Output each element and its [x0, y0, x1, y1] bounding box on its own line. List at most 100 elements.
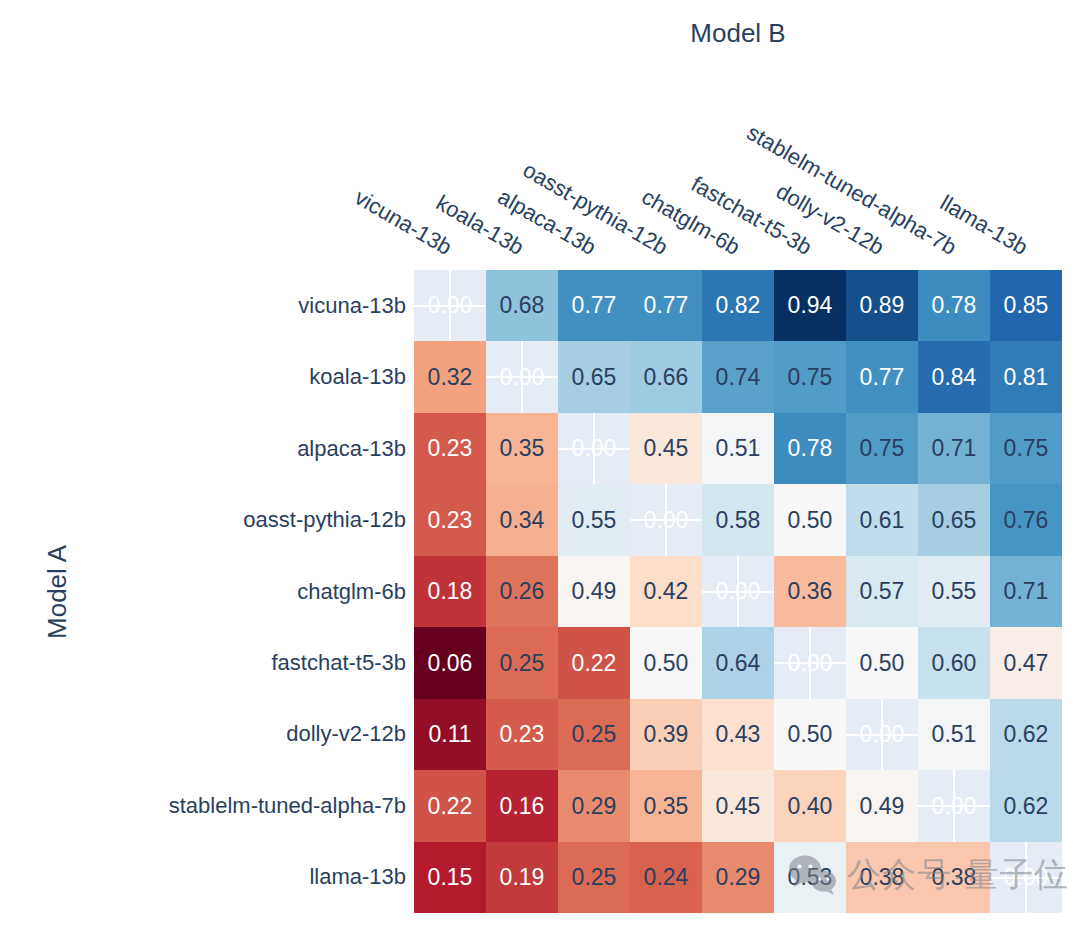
heatmap-grid: 0.000.680.770.770.820.940.890.780.850.32… — [414, 270, 1062, 913]
cell-value: 0.68 — [500, 294, 545, 317]
cell-koala-13b-vs-oasst-pythia-12b: 0.66 — [630, 341, 702, 413]
cell-stablelm-tuned-alpha-7b-vs-oasst-pythia-12b: 0.35 — [630, 770, 702, 842]
cell-alpaca-13b-vs-chatglm-6b: 0.51 — [702, 413, 774, 484]
cell-value: 0.94 — [788, 294, 833, 317]
cell-value: 0.23 — [500, 723, 545, 746]
cell-value: 0.77 — [644, 294, 689, 317]
row-label-koala-13b: koala-13b — [0, 365, 406, 389]
x-axis-title: Model B — [414, 18, 1062, 49]
cell-stablelm-tuned-alpha-7b-vs-chatglm-6b: 0.45 — [702, 770, 774, 842]
cell-value: 0.34 — [500, 509, 545, 532]
cell-value: 0.40 — [788, 795, 833, 818]
cell-alpaca-13b-vs-oasst-pythia-12b: 0.45 — [630, 413, 702, 484]
cell-fastchat-t5-3b-vs-chatglm-6b: 0.64 — [702, 627, 774, 699]
cell-vicuna-13b-vs-vicuna-13b: 0.00 — [414, 270, 486, 341]
cell-value: 0.00 — [932, 795, 977, 818]
cell-dolly-v2-12b-vs-koala-13b: 0.23 — [486, 699, 558, 770]
cell-stablelm-tuned-alpha-7b-vs-alpaca-13b: 0.29 — [558, 770, 630, 842]
cell-value: 0.75 — [1004, 437, 1049, 460]
row-label-stablelm-tuned-alpha-7b: stablelm-tuned-alpha-7b — [0, 794, 406, 818]
cell-value: 0.82 — [716, 294, 761, 317]
cell-oasst-pythia-12b-vs-llama-13b: 0.76 — [990, 484, 1062, 556]
cell-dolly-v2-12b-vs-fastchat-t5-3b: 0.50 — [774, 699, 846, 770]
cell-chatglm-6b-vs-chatglm-6b: 0.00 — [702, 556, 774, 627]
cell-chatglm-6b-vs-llama-13b: 0.71 — [990, 556, 1062, 627]
cell-chatglm-6b-vs-dolly-v2-12b: 0.57 — [846, 556, 918, 627]
watermark-text: 公众号·量子位 — [847, 852, 1069, 898]
cell-dolly-v2-12b-vs-oasst-pythia-12b: 0.39 — [630, 699, 702, 770]
cell-value: 0.49 — [572, 580, 617, 603]
cell-value: 0.29 — [716, 866, 761, 889]
cell-stablelm-tuned-alpha-7b-vs-fastchat-t5-3b: 0.40 — [774, 770, 846, 842]
cell-value: 0.81 — [1004, 366, 1049, 389]
cell-value: 0.00 — [428, 294, 473, 317]
cell-value: 0.75 — [788, 366, 833, 389]
cell-value: 0.57 — [860, 580, 905, 603]
cell-value: 0.15 — [428, 866, 473, 889]
cell-value: 0.50 — [644, 652, 689, 675]
cell-oasst-pythia-12b-vs-koala-13b: 0.34 — [486, 484, 558, 556]
cell-value: 0.66 — [644, 366, 689, 389]
cell-fastchat-t5-3b-vs-oasst-pythia-12b: 0.50 — [630, 627, 702, 699]
cell-alpaca-13b-vs-alpaca-13b: 0.00 — [558, 413, 630, 484]
cell-stablelm-tuned-alpha-7b-vs-stablelm-tuned-alpha-7b: 0.00 — [918, 770, 990, 842]
cell-stablelm-tuned-alpha-7b-vs-koala-13b: 0.16 — [486, 770, 558, 842]
cell-value: 0.51 — [716, 437, 761, 460]
cell-alpaca-13b-vs-vicuna-13b: 0.23 — [414, 413, 486, 484]
cell-koala-13b-vs-dolly-v2-12b: 0.77 — [846, 341, 918, 413]
cell-value: 0.00 — [644, 509, 689, 532]
cell-koala-13b-vs-alpaca-13b: 0.65 — [558, 341, 630, 413]
cell-value: 0.76 — [1004, 509, 1049, 532]
cell-value: 0.71 — [932, 437, 977, 460]
cell-llama-13b-vs-koala-13b: 0.19 — [486, 842, 558, 913]
cell-fastchat-t5-3b-vs-stablelm-tuned-alpha-7b: 0.60 — [918, 627, 990, 699]
cell-value: 0.89 — [860, 294, 905, 317]
cell-value: 0.51 — [932, 723, 977, 746]
cell-value: 0.84 — [932, 366, 977, 389]
row-label-vicuna-13b: vicuna-13b — [0, 294, 406, 318]
cell-oasst-pythia-12b-vs-alpaca-13b: 0.55 — [558, 484, 630, 556]
cell-oasst-pythia-12b-vs-dolly-v2-12b: 0.61 — [846, 484, 918, 556]
cell-dolly-v2-12b-vs-llama-13b: 0.62 — [990, 699, 1062, 770]
cell-value: 0.50 — [788, 509, 833, 532]
cell-value: 0.24 — [644, 866, 689, 889]
cell-value: 0.62 — [1004, 795, 1049, 818]
cell-chatglm-6b-vs-alpaca-13b: 0.49 — [558, 556, 630, 627]
cell-value: 0.55 — [572, 509, 617, 532]
cell-vicuna-13b-vs-dolly-v2-12b: 0.89 — [846, 270, 918, 341]
cell-value: 0.39 — [644, 723, 689, 746]
cell-dolly-v2-12b-vs-stablelm-tuned-alpha-7b: 0.51 — [918, 699, 990, 770]
cell-value: 0.77 — [572, 294, 617, 317]
cell-fastchat-t5-3b-vs-vicuna-13b: 0.06 — [414, 627, 486, 699]
cell-koala-13b-vs-llama-13b: 0.81 — [990, 341, 1062, 413]
cell-value: 0.35 — [500, 437, 545, 460]
cell-llama-13b-vs-alpaca-13b: 0.25 — [558, 842, 630, 913]
cell-value: 0.64 — [716, 652, 761, 675]
cell-value: 0.50 — [860, 652, 905, 675]
wechat-icon — [786, 853, 838, 897]
cell-value: 0.78 — [932, 294, 977, 317]
cell-value: 0.60 — [932, 652, 977, 675]
cell-dolly-v2-12b-vs-dolly-v2-12b: 0.00 — [846, 699, 918, 770]
cell-alpaca-13b-vs-stablelm-tuned-alpha-7b: 0.71 — [918, 413, 990, 484]
cell-vicuna-13b-vs-llama-13b: 0.85 — [990, 270, 1062, 341]
cell-value: 0.23 — [428, 509, 473, 532]
cell-value: 0.65 — [572, 366, 617, 389]
cell-alpaca-13b-vs-koala-13b: 0.35 — [486, 413, 558, 484]
cell-koala-13b-vs-koala-13b: 0.00 — [486, 341, 558, 413]
row-label-alpaca-13b: alpaca-13b — [0, 437, 406, 461]
cell-value: 0.00 — [716, 580, 761, 603]
cell-value: 0.25 — [572, 866, 617, 889]
cell-llama-13b-vs-oasst-pythia-12b: 0.24 — [630, 842, 702, 913]
cell-value: 0.25 — [500, 652, 545, 675]
cell-value: 0.23 — [428, 437, 473, 460]
cell-value: 0.18 — [428, 580, 473, 603]
cell-value: 0.75 — [860, 437, 905, 460]
cell-fastchat-t5-3b-vs-llama-13b: 0.47 — [990, 627, 1062, 699]
cell-value: 0.74 — [716, 366, 761, 389]
cell-fastchat-t5-3b-vs-dolly-v2-12b: 0.50 — [846, 627, 918, 699]
cell-koala-13b-vs-chatglm-6b: 0.74 — [702, 341, 774, 413]
row-label-llama-13b: llama-13b — [0, 865, 406, 889]
row-label-chatglm-6b: chatglm-6b — [0, 580, 406, 604]
cell-dolly-v2-12b-vs-vicuna-13b: 0.11 — [414, 699, 486, 770]
